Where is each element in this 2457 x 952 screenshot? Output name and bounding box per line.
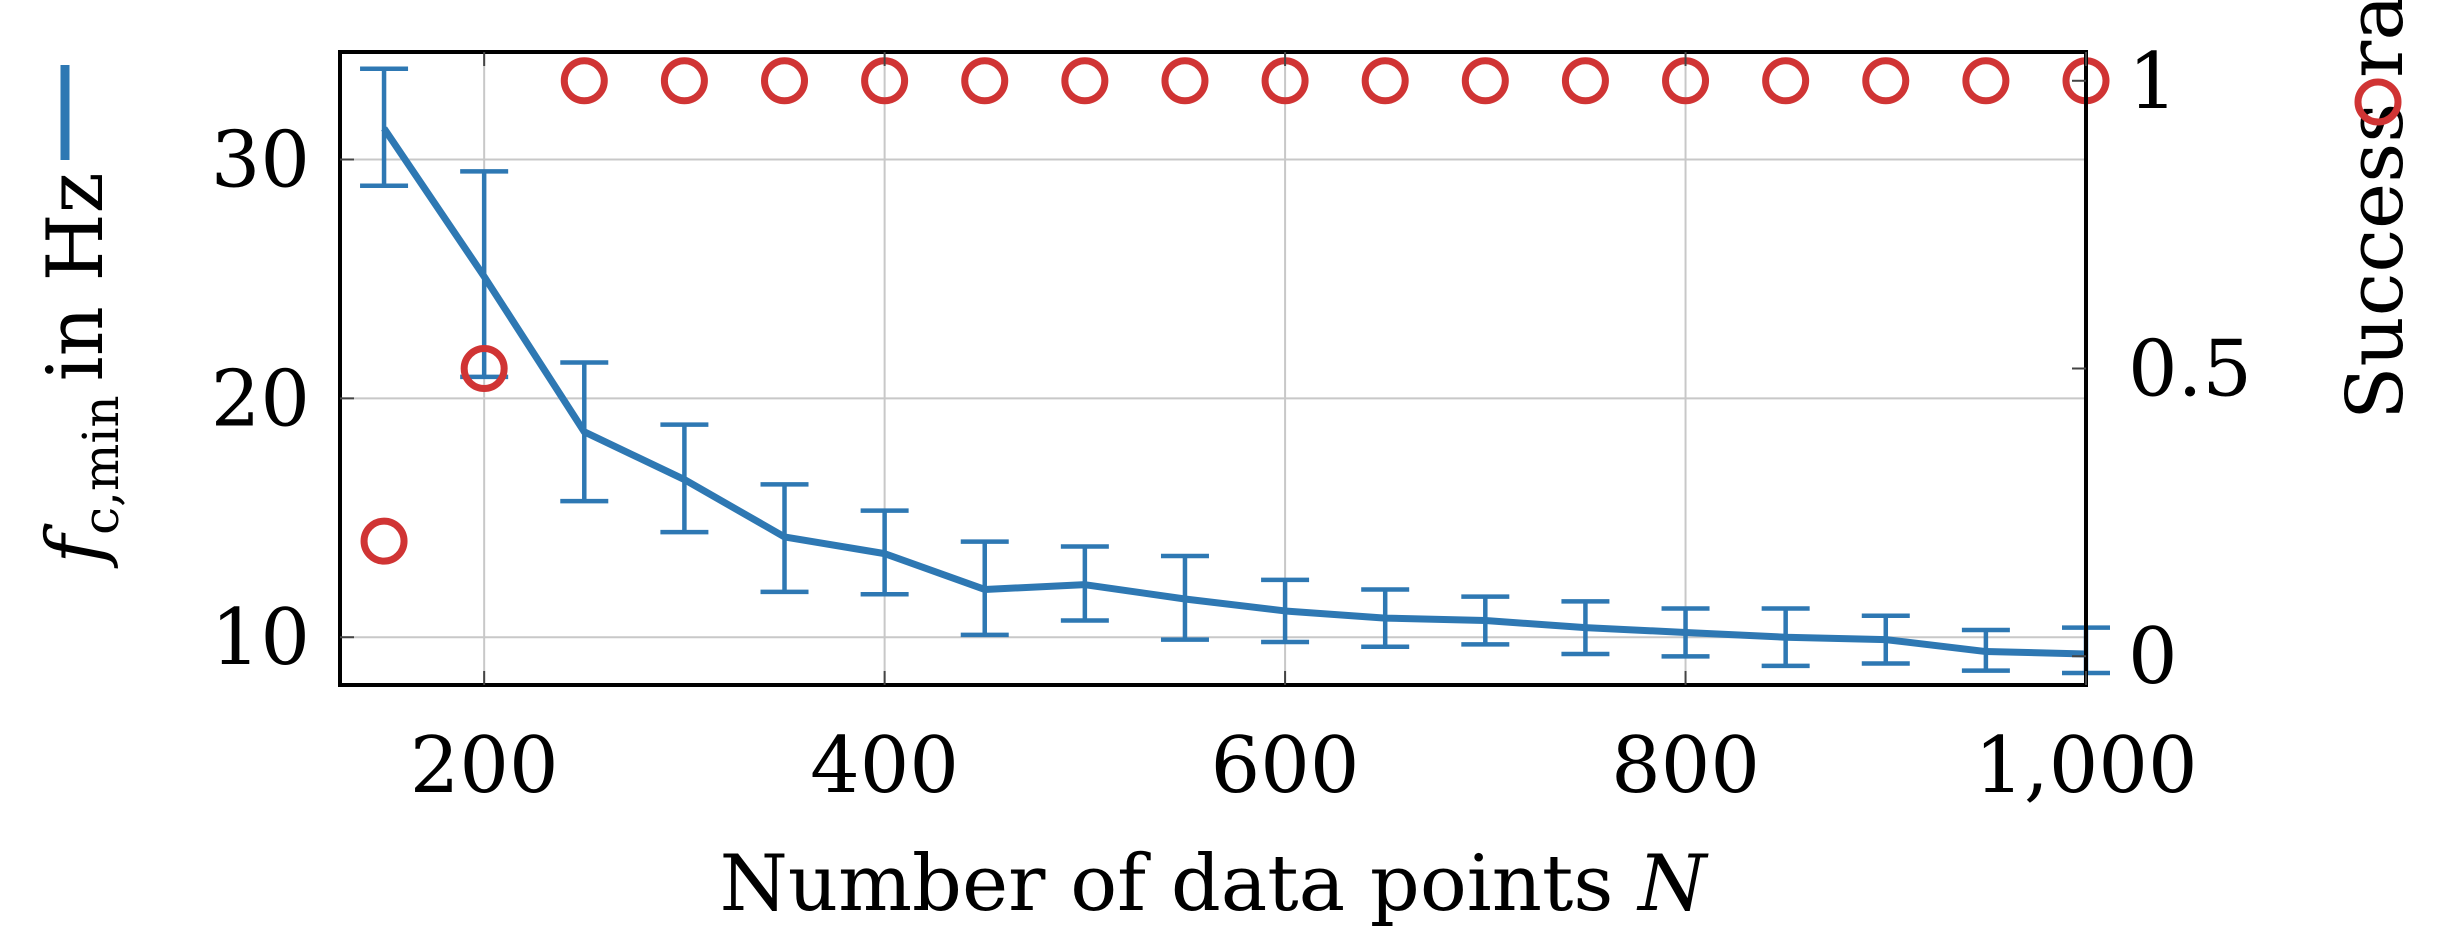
error-bar [660,422,709,535]
error-bar [1961,627,2010,673]
y2-axis-title: Success rate [2331,0,2421,420]
success-rate-point [460,345,508,392]
axis-ticks [340,52,2087,685]
error-bar [1461,594,1510,647]
x-tick-label: 800 [1611,721,1760,811]
error-bar [1761,606,1810,669]
error-bar [1261,577,1310,645]
tick-labels: 200 400 600 800 1,000 10 20 30 0 0.5 1 [211,37,2252,811]
error-bar [860,508,909,597]
success-rate-point [961,57,1009,105]
x-axis-label: Number of data points [720,839,1614,929]
success-rate-point [660,57,708,105]
y-axis-title: fc,minin Hz [31,172,130,568]
success-rate-point [1361,57,1409,105]
error-bar [1561,599,1610,657]
series-fcmin-line [381,126,2087,658]
grid-lines [340,52,2087,685]
plot-series [360,57,2110,676]
error-bar [1661,606,1710,659]
x-axis-title: Number of data points N [720,839,1710,929]
x-tick-label: 400 [810,721,959,811]
y2-tick-label: 0 [2128,612,2178,702]
error-bar [1861,613,1910,666]
success-rate-point [1461,57,1509,105]
error-bar [1361,587,1410,650]
y-axis-subscript: c,min [72,395,130,535]
error-bar [960,539,1009,638]
success-rate-point [1762,57,1810,105]
x-tick-label: 600 [1211,721,1360,811]
success-rate-point [560,57,608,105]
success-rate-point [360,517,408,565]
success-rate-point [1161,57,1209,105]
svg-text:fc,minin Hz: fc,minin Hz [31,172,130,568]
success-rate-point [761,57,809,105]
x-tick-label: 1,000 [1974,721,2197,811]
error-bar [1160,553,1209,642]
success-rate-point [1561,57,1609,105]
y-axis-label: in Hz [31,172,121,381]
y-tick-label: 10 [211,593,310,683]
plot-frame [338,50,2088,687]
x-tick-label: 200 [410,721,559,811]
error-bar [560,360,609,504]
y2-axis-legend-marker-icon [2354,78,2402,126]
y2-axis-label: Success rate [2331,0,2421,420]
success-rate-point [1962,57,2010,105]
y2-tick-label: 1 [2128,37,2178,127]
y-tick-label: 30 [211,115,310,205]
error-bar [760,482,809,595]
error-bar [1060,544,1109,623]
success-rate-point [1061,57,1109,105]
y2-tick-label: 0.5 [2128,325,2252,415]
y-tick-label: 20 [211,354,310,444]
x-axis-symbol: N [1636,839,1709,929]
success-rate-point [1862,57,1910,105]
error-bar [360,66,409,189]
series-success-rate [360,57,2110,565]
